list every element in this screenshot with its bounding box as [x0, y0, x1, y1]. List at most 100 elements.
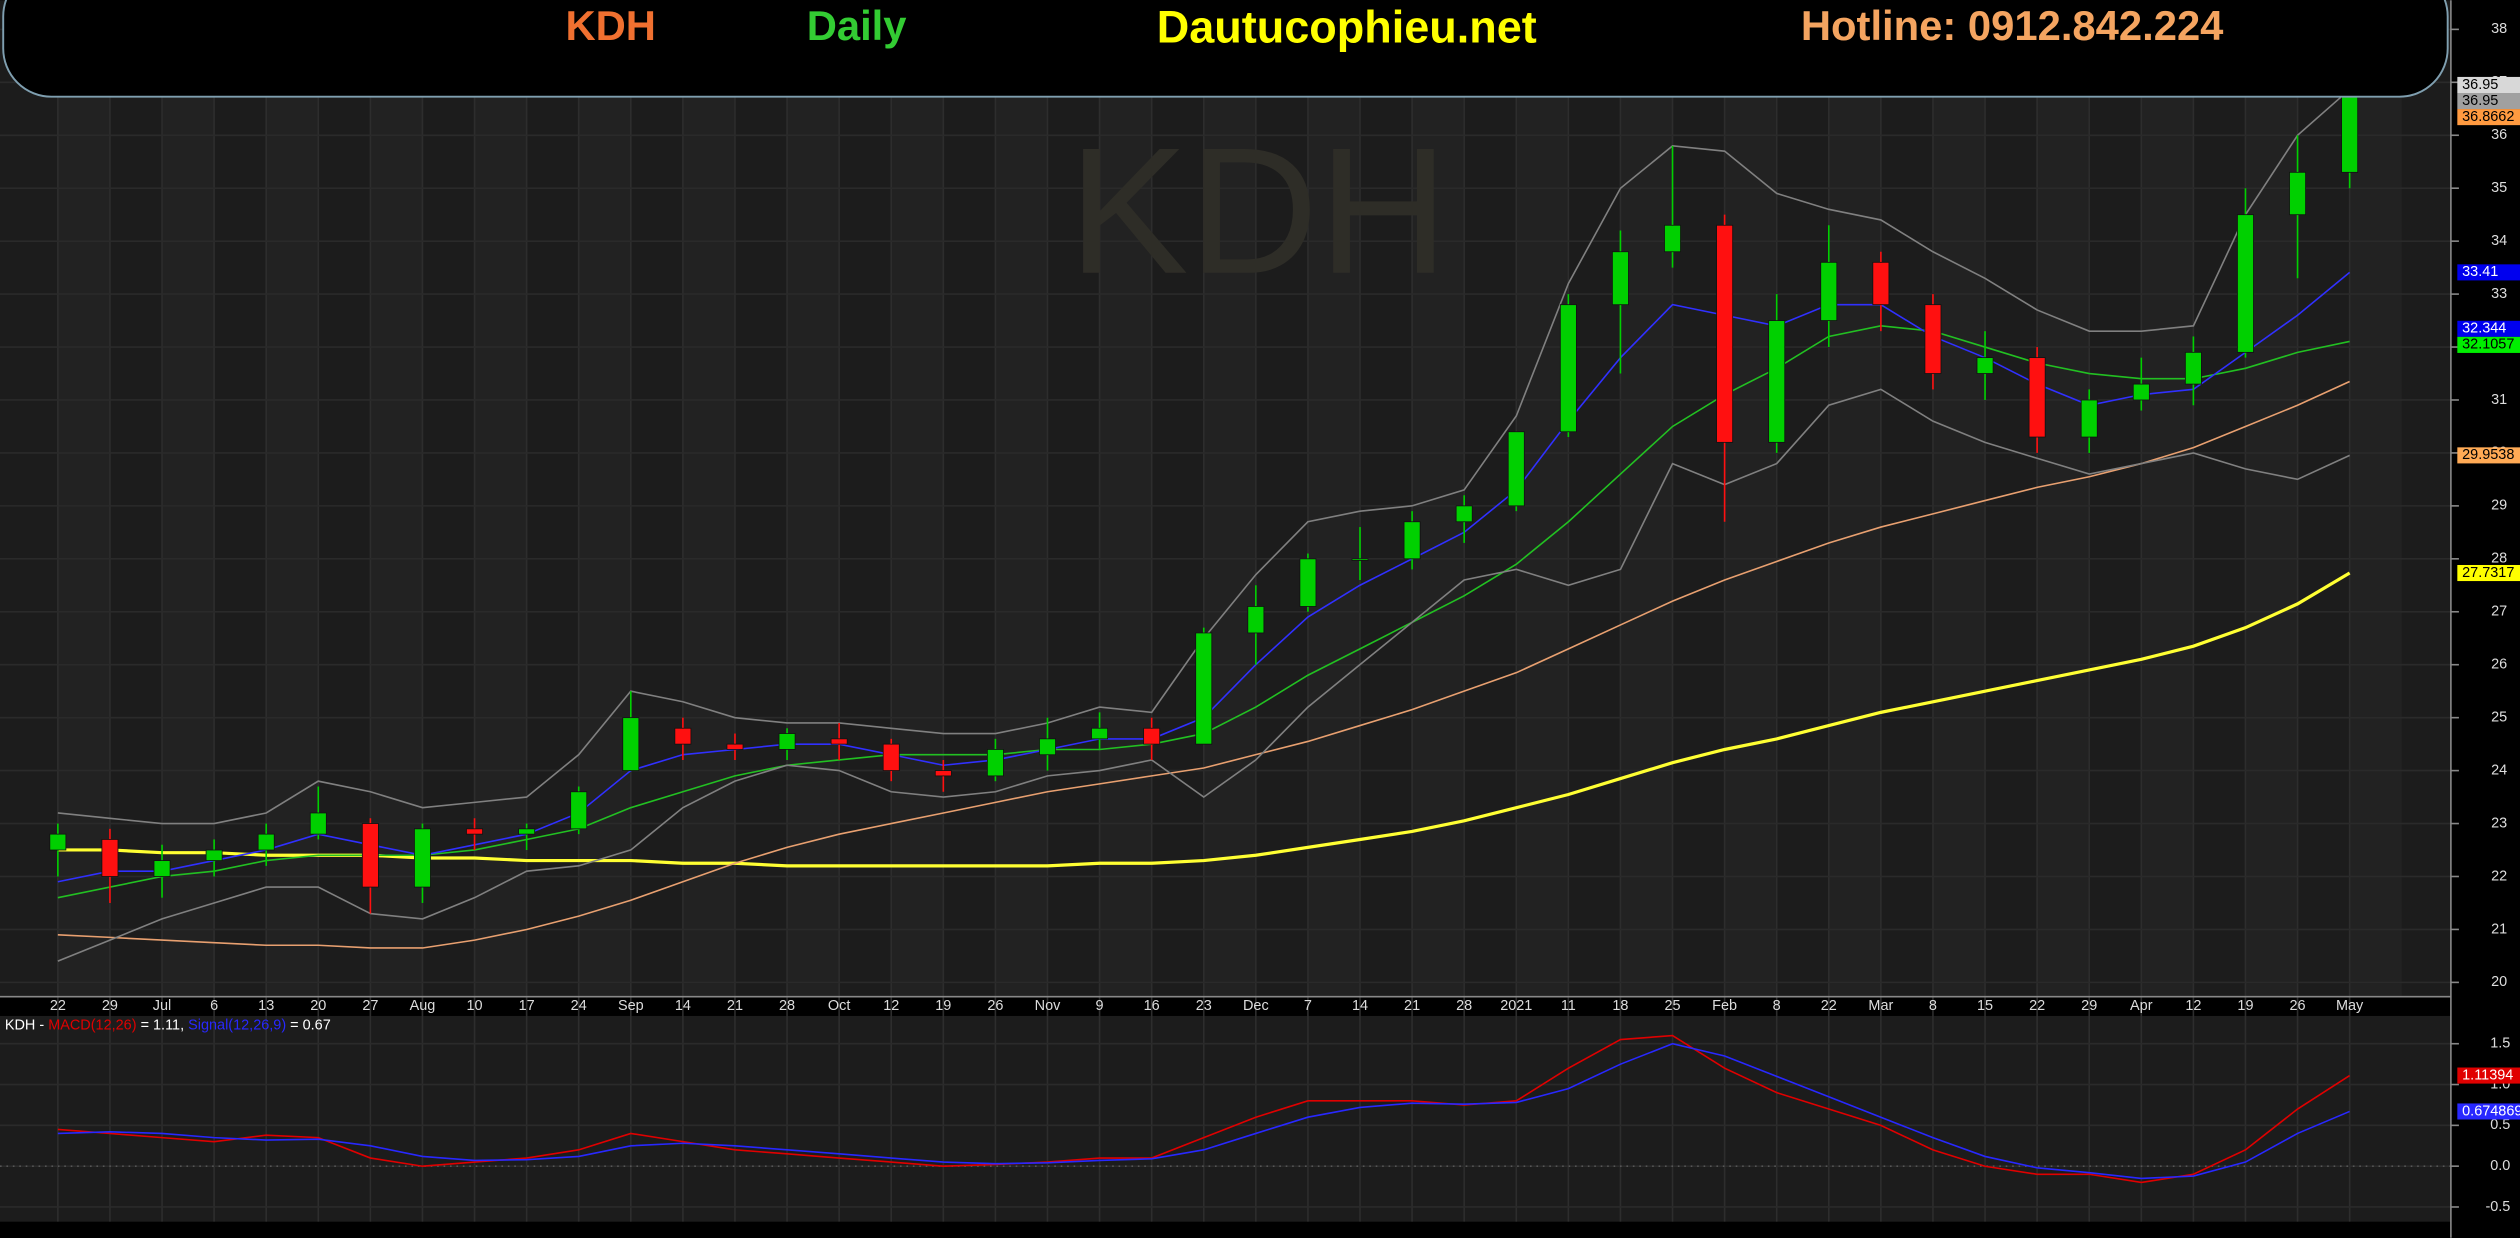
x-tick-label: Oct — [828, 998, 850, 1014]
y-tick-label: 29 — [2491, 498, 2507, 514]
stripe — [474, 0, 527, 997]
y-tick-label: 31 — [2491, 392, 2507, 408]
x-tick-label: 15 — [1977, 998, 1993, 1014]
candle-body — [205, 849, 223, 862]
macd-line — [57, 1034, 2351, 1184]
last-value-label: 1.11394 — [2462, 1067, 2513, 1083]
stripe — [1620, 0, 1673, 997]
x-tick-label: Mar — [1868, 998, 1893, 1014]
stripe — [57, 0, 110, 997]
x-tick-label: 8 — [1773, 998, 1781, 1014]
candle-body — [1507, 431, 1525, 507]
x-tick-label: 14 — [1352, 998, 1368, 1014]
candle-body — [1247, 606, 1265, 634]
candle-body — [622, 717, 640, 772]
plot — [0, 55, 2451, 1184]
candle-body — [1143, 727, 1161, 745]
stripe — [370, 0, 423, 997]
x-tick-label: 11 — [1561, 998, 1576, 1014]
stripe — [1516, 0, 1569, 997]
macd-line — [57, 1042, 2350, 1180]
candle-body — [2341, 84, 2359, 173]
candle-body — [1039, 738, 1056, 756]
price-label: 36.95 — [2462, 77, 2498, 93]
y-tick-label: 25 — [2491, 709, 2507, 725]
stripe — [891, 0, 944, 997]
price-label-box — [2457, 564, 2520, 582]
x-tick-label: 22 — [1821, 998, 1837, 1014]
x-tick-label: 28 — [779, 998, 795, 1014]
x-tick-label: 18 — [1612, 998, 1628, 1014]
x-tick-label: 7 — [1304, 998, 1312, 1014]
candle-body — [361, 823, 379, 888]
candle-body — [414, 828, 431, 888]
x-tick-label: 19 — [2237, 998, 2253, 1014]
x-tick-label: Feb — [1712, 998, 1737, 1014]
candle-body — [1299, 558, 1317, 607]
y-tick-label: -0.5 — [2485, 1199, 2510, 1215]
x-tick-label: 17 — [519, 998, 535, 1014]
y-tick-label: 23 — [2491, 815, 2507, 831]
y-tick-label: 22 — [2491, 868, 2507, 884]
indicator-line — [57, 380, 2350, 949]
x-tick-label: 19 — [935, 998, 951, 1014]
x-tick-label: 26 — [2290, 998, 2306, 1014]
x-tick-label: 26 — [987, 998, 1003, 1014]
y-tick-label: 27 — [2491, 604, 2507, 620]
candle-body — [257, 833, 275, 851]
x-tick-label: 27 — [362, 998, 378, 1014]
stripe — [1828, 0, 1881, 997]
x-tick-label: Jul — [153, 998, 171, 1014]
x-tick-label: 12 — [883, 998, 899, 1014]
indicator-line — [57, 388, 2350, 962]
y-tick-label: 0.0 — [2490, 1158, 2510, 1174]
candle-body — [1559, 304, 1577, 433]
y-tick-label: 36 — [2491, 127, 2507, 143]
stripe — [787, 0, 840, 997]
candle-body — [1091, 727, 1109, 740]
price-label: 27.7317 — [2462, 565, 2514, 581]
candle-body — [726, 743, 744, 750]
candle-body — [1195, 632, 1213, 745]
x-tick-label: Dec — [1243, 998, 1269, 1014]
candle-body — [1976, 357, 1994, 374]
x-tick-label: 2021 — [1500, 998, 1532, 1014]
stripe — [995, 0, 1048, 997]
x-tick-label: 25 — [1664, 998, 1680, 1014]
header-hotline: Hotline: 0912.842.224 — [1801, 2, 2224, 49]
candle-body — [1612, 251, 1629, 306]
candle-body — [1455, 505, 1473, 523]
y-tick-label: 20 — [2491, 974, 2507, 990]
price-label: 36.8662 — [2462, 109, 2514, 125]
x-tick-label: 24 — [571, 998, 587, 1014]
x-tick-label: 29 — [102, 998, 118, 1014]
candle-body — [778, 733, 796, 750]
candle-body — [2028, 357, 2046, 438]
y-tick-label: 34 — [2491, 233, 2507, 249]
y-tick-label: 35 — [2491, 180, 2507, 196]
x-tick-label: Apr — [2130, 998, 2153, 1014]
stripe — [1203, 0, 1256, 997]
last-value-box — [2457, 1103, 2520, 1120]
legend-text: Signal(12,26,9) — [188, 1017, 286, 1033]
candle-body — [570, 791, 588, 830]
price-label: 32.1057 — [2462, 337, 2514, 353]
price-label-box — [2457, 320, 2520, 337]
x-tick-label: 16 — [1144, 998, 1160, 1014]
axes: 22 29 Jul 6 13 20 27 Aug 10 17 24 Sep 14 21 28 Oct 12 19 2… — [5, 21, 2520, 1215]
x-tick-label: 23 — [1196, 998, 1212, 1014]
candle-body — [1403, 521, 1421, 560]
x-tick-label: 20 — [310, 998, 326, 1014]
price-label-box — [2457, 92, 2520, 110]
stripe — [2349, 0, 2402, 997]
x-tick-label: 8 — [1929, 998, 1937, 1014]
price-label-box — [2457, 336, 2520, 353]
macd-panel — [0, 1015, 2451, 1222]
indicator-line — [57, 571, 2351, 868]
stripe — [1307, 0, 1361, 997]
header-site: Dautucophieu.net — [1157, 2, 1537, 53]
x-tick-label: 22 — [2029, 998, 2045, 1014]
candle-body — [101, 839, 119, 877]
